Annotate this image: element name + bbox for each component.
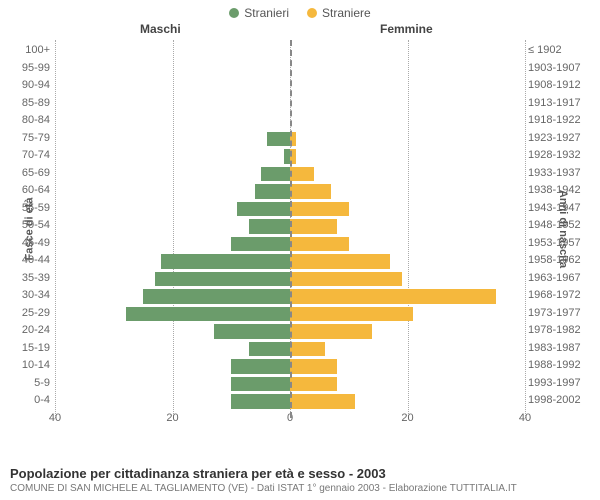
bar-female — [290, 237, 349, 252]
year-label: 1958-1962 — [528, 252, 590, 269]
age-label: 55-59 — [10, 200, 50, 217]
bar-female — [290, 324, 372, 339]
year-label: 1908-1912 — [528, 77, 590, 94]
year-label: 1968-1972 — [528, 287, 590, 304]
gridline — [408, 40, 409, 418]
year-label: 1903-1907 — [528, 60, 590, 77]
bar-female — [290, 394, 355, 409]
center-axis — [290, 40, 292, 418]
year-label: 1978-1982 — [528, 322, 590, 339]
legend-swatch-male — [229, 8, 239, 18]
gridline — [525, 40, 526, 418]
bar-male — [231, 359, 290, 374]
year-label: ≤ 1902 — [528, 42, 590, 59]
age-label: 0-4 — [10, 392, 50, 409]
bar-male — [249, 342, 290, 357]
year-label: 1918-1922 — [528, 112, 590, 129]
legend-swatch-female — [307, 8, 317, 18]
bar-male — [261, 167, 290, 182]
age-label: 75-79 — [10, 130, 50, 147]
age-label: 50-54 — [10, 217, 50, 234]
year-label: 1993-1997 — [528, 375, 590, 392]
bar-male — [126, 307, 291, 322]
year-label: 1998-2002 — [528, 392, 590, 409]
legend-label-female: Straniere — [322, 6, 371, 20]
age-label: 60-64 — [10, 182, 50, 199]
bar-male — [231, 237, 290, 252]
age-label: 5-9 — [10, 375, 50, 392]
age-label: 10-14 — [10, 357, 50, 374]
chart-area: Maschi Femmine Fasce di età Anni di nasc… — [0, 20, 600, 438]
bar-female — [290, 272, 402, 287]
bar-female — [290, 342, 325, 357]
age-label: 100+ — [10, 42, 50, 59]
age-label: 95-99 — [10, 60, 50, 77]
bar-male — [143, 289, 290, 304]
year-label: 1933-1937 — [528, 165, 590, 182]
title-female: Femmine — [380, 22, 433, 36]
gridline — [55, 40, 56, 418]
age-label: 80-84 — [10, 112, 50, 129]
age-label: 20-24 — [10, 322, 50, 339]
age-label: 15-19 — [10, 340, 50, 357]
legend-item-male: Stranieri — [229, 6, 289, 20]
bar-male — [237, 202, 290, 217]
age-label: 90-94 — [10, 77, 50, 94]
bar-female — [290, 377, 337, 392]
bar-female — [290, 289, 496, 304]
year-label: 1948-1952 — [528, 217, 590, 234]
legend-label-male: Stranieri — [244, 6, 289, 20]
year-label: 1928-1932 — [528, 147, 590, 164]
bar-female — [290, 254, 390, 269]
age-label: 30-34 — [10, 287, 50, 304]
legend: Stranieri Straniere — [0, 0, 600, 20]
year-label: 1923-1927 — [528, 130, 590, 147]
plot: 402002040 — [55, 40, 525, 418]
footer: Popolazione per cittadinanza straniera p… — [10, 466, 590, 494]
x-tick: 40 — [510, 412, 540, 424]
title-male: Maschi — [140, 22, 181, 36]
bar-female — [290, 167, 314, 182]
chart-container: Stranieri Straniere Maschi Femmine Fasce… — [0, 0, 600, 500]
x-tick: 40 — [40, 412, 70, 424]
legend-item-female: Straniere — [307, 6, 371, 20]
bar-male — [161, 254, 290, 269]
bar-female — [290, 359, 337, 374]
bar-female — [290, 219, 337, 234]
bar-male — [249, 219, 290, 234]
footer-subtitle: COMUNE DI SAN MICHELE AL TAGLIAMENTO (VE… — [10, 483, 590, 494]
bar-female — [290, 307, 413, 322]
x-tick: 20 — [393, 412, 423, 424]
gridline — [173, 40, 174, 418]
age-label: 65-69 — [10, 165, 50, 182]
bar-female — [290, 202, 349, 217]
x-tick: 20 — [158, 412, 188, 424]
age-label: 85-89 — [10, 95, 50, 112]
year-label: 1988-1992 — [528, 357, 590, 374]
year-label: 1913-1917 — [528, 95, 590, 112]
bar-male — [155, 272, 290, 287]
year-label: 1983-1987 — [528, 340, 590, 357]
footer-title: Popolazione per cittadinanza straniera p… — [10, 466, 590, 481]
bar-female — [290, 184, 331, 199]
age-label: 35-39 — [10, 270, 50, 287]
age-label: 40-44 — [10, 252, 50, 269]
year-label: 1943-1947 — [528, 200, 590, 217]
bar-male — [231, 394, 290, 409]
age-label: 70-74 — [10, 147, 50, 164]
age-label: 45-49 — [10, 235, 50, 252]
year-label: 1953-1957 — [528, 235, 590, 252]
bar-male — [255, 184, 290, 199]
year-label: 1938-1942 — [528, 182, 590, 199]
bar-male — [231, 377, 290, 392]
year-label: 1973-1977 — [528, 305, 590, 322]
year-label: 1963-1967 — [528, 270, 590, 287]
bar-male — [214, 324, 290, 339]
bar-male — [267, 132, 291, 147]
age-label: 25-29 — [10, 305, 50, 322]
